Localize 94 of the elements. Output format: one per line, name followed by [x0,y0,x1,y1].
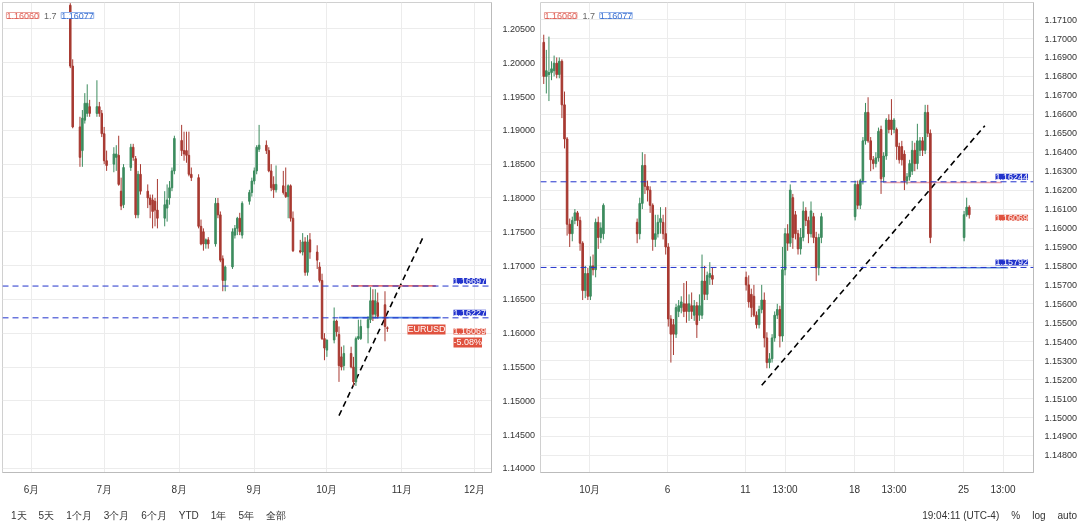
x-tick-label: 12月 [463,483,486,495]
annotation: -5.08% [453,337,483,348]
candlestick [374,288,377,319]
annotation: 1.16069 [995,212,1029,223]
candlestick [151,194,154,229]
annotation: EURUSD [407,324,446,335]
candlestick [180,124,183,157]
y-tick-label: 1.16900 [1044,52,1078,63]
text: 19:04:11 (UTC-4) [922,510,1000,521]
text: 1年 [210,510,227,521]
ref-line-label: 1.16244 [995,171,1029,182]
y-tick-label: 1.16500 [1044,128,1078,139]
text: 5天 [38,510,55,521]
y-tick-label: 1.15300 [1044,355,1078,366]
candlestick [115,144,118,172]
y-tick-label: 1.15500 [1044,317,1078,328]
x-tick-label: 8月 [171,483,187,495]
text: % [1011,510,1021,521]
x-tick-label: 13:00 [772,483,798,495]
x-tick-label: 18 [848,483,861,495]
y-tick-label: 1.19000 [502,125,536,136]
y-tick-label: 1.15200 [1044,374,1078,385]
x-tick-label: 13:00 [990,483,1016,495]
y-tick-label: 1.16300 [1044,166,1078,177]
y-tick-label: 1.20500 [502,23,536,34]
y-tick-label: 1.17500 [502,226,536,237]
y-tick-label: 1.15600 [1044,298,1078,309]
y-tick-label: 1.16800 [1044,71,1078,82]
y-tick-label: 1.16100 [1044,204,1078,215]
y-tick-label: 1.16000 [1044,223,1078,234]
ref-line-label: 1.16227 [453,307,487,318]
text: log [1032,510,1046,521]
y-tick-label: 1.15800 [1044,260,1078,271]
y-tick-label: 1.15900 [1044,241,1078,252]
text: auto [1057,510,1077,521]
x-tick-label: 9月 [246,483,263,495]
y-tick-label: 1.18000 [502,192,536,203]
y-tick-label: 1.14800 [1044,450,1078,461]
annotation: 1.7 [582,10,595,21]
candlestick [223,265,227,292]
y-tick-label: 1.14900 [1044,431,1078,442]
y-tick-label: 1.16200 [1044,185,1078,196]
candlestick [282,170,285,196]
ref-line-label: 1.15792 [995,257,1029,268]
ref-line-label: 1.16697 [453,276,487,287]
candlestick [284,167,287,199]
candlestick [165,183,169,223]
x-tick-label: 7月 [96,483,112,495]
text: 5年 [238,510,254,521]
y-tick-label: 1.15000 [502,395,536,406]
annotation: 1.7 [44,10,57,21]
text: 6个月 [141,510,167,521]
text: 全部 [265,510,286,521]
annotation: 1.16060 [6,10,39,21]
y-tick-label: 1.20000 [502,57,536,68]
y-tick-label: 1.15500 [502,362,536,372]
y-tick-label: 1.16600 [1044,109,1078,120]
x-tick-label: 25 [957,483,970,495]
y-tick-label: 1.17000 [502,260,536,271]
x-tick-label: 11 [740,483,752,495]
candlestick [352,356,355,387]
x-tick-label: 10月 [579,483,601,495]
y-tick-label: 1.16400 [1044,147,1078,158]
candlestick [376,292,379,319]
annotation: 1.16077 [61,10,94,21]
text: 1天 [11,510,27,521]
candlestick [112,146,116,173]
y-tick-label: 1.16500 [502,294,536,305]
annotation: 1.16077 [599,10,633,21]
y-tick-label: 1.14500 [502,429,536,440]
annotation: 1.16069 [453,326,487,337]
y-tick-label: 1.16700 [1044,90,1078,101]
y-tick-label: 1.14000 [502,463,536,474]
y-tick-label: 1.15700 [1044,279,1078,290]
x-tick-label: 6月 [23,483,40,495]
y-tick-label: 1.15400 [1044,336,1078,347]
candlestick [139,163,142,196]
y-tick-label: 1.17100 [1044,14,1078,25]
y-tick-label: 1.17000 [1044,33,1078,44]
x-tick-label: 6 [664,483,671,495]
y-tick-label: 1.16000 [502,328,536,339]
candlestick [371,288,375,322]
text: 3个月 [103,510,130,521]
candlestick [156,178,159,229]
text: YTD [178,510,199,521]
text: 1个月 [66,510,92,521]
y-tick-label: 1.18500 [502,159,536,170]
y-tick-label: 1.15100 [1044,393,1078,404]
y-tick-label: 1.19500 [502,91,536,102]
y-tick-label: 1.15000 [1044,412,1078,423]
x-tick-label: 13:00 [881,483,907,495]
x-tick-label: 10月 [316,483,338,495]
x-tick-label: 11月 [391,483,413,495]
annotation: 1.16060 [544,10,577,21]
